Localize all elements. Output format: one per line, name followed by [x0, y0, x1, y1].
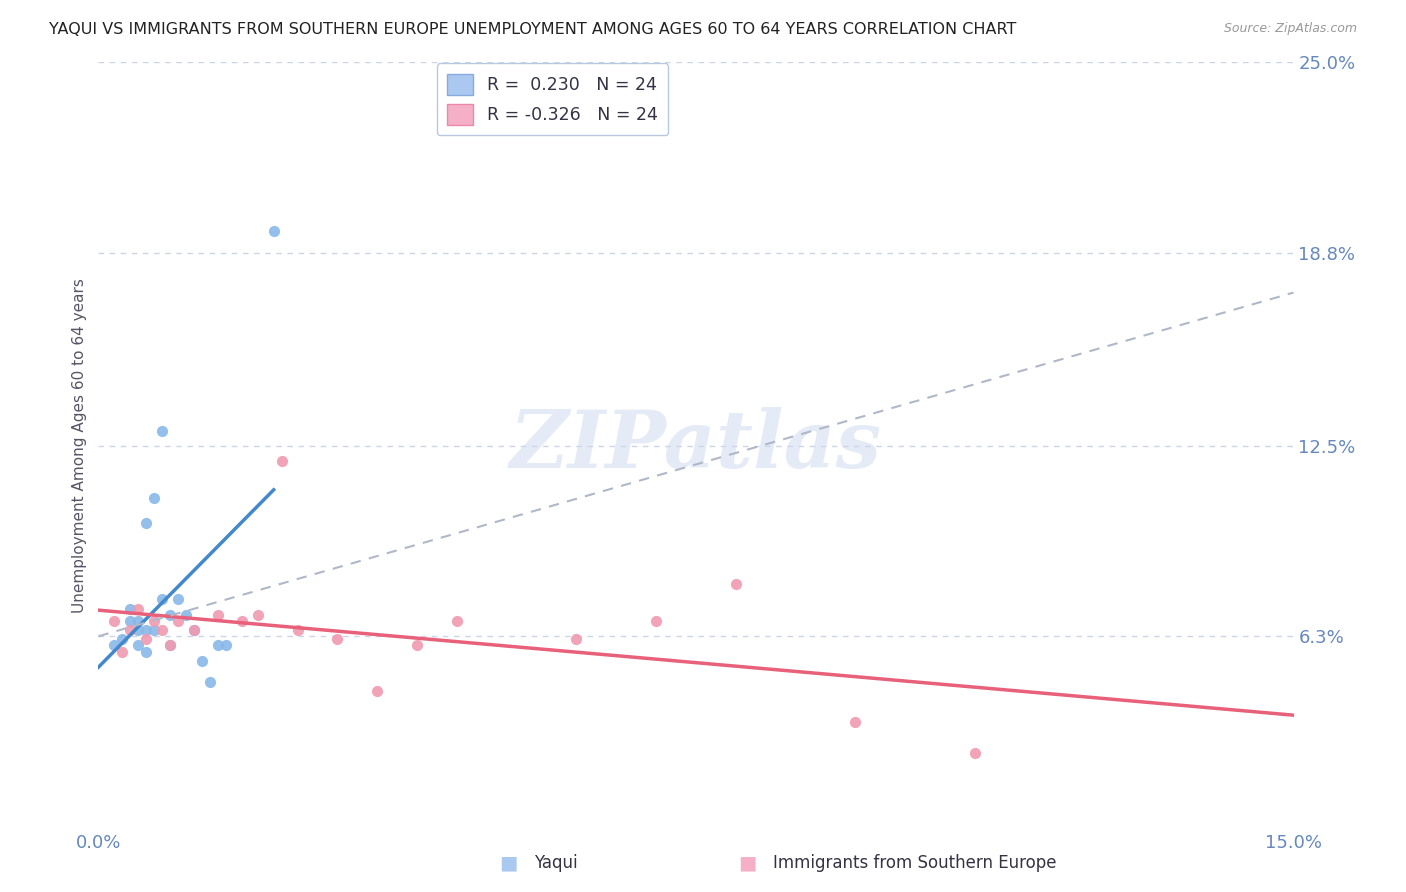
Point — [150, 623, 173, 637]
Point — [326, 632, 349, 647]
Point — [120, 623, 142, 637]
Point — [150, 424, 173, 438]
Point — [135, 632, 157, 647]
Point — [167, 592, 190, 607]
Point — [127, 639, 149, 653]
Point — [645, 614, 668, 628]
Point — [724, 577, 747, 591]
Text: ■: ■ — [738, 854, 756, 872]
Point — [270, 454, 292, 468]
Point — [111, 632, 134, 647]
Legend: R =  0.230   N = 24, R = -0.326   N = 24: R = 0.230 N = 24, R = -0.326 N = 24 — [437, 63, 668, 136]
Point — [963, 746, 986, 760]
Point — [127, 601, 149, 615]
Point — [120, 601, 142, 615]
Point — [207, 607, 229, 622]
Point — [263, 224, 285, 238]
Point — [231, 614, 253, 628]
Point — [159, 607, 181, 622]
Point — [207, 639, 229, 653]
Text: Yaqui: Yaqui — [534, 855, 578, 872]
Point — [159, 639, 181, 653]
Point — [406, 639, 429, 653]
Point — [120, 614, 142, 628]
Point — [287, 623, 309, 637]
Point — [111, 644, 134, 658]
Point — [135, 623, 157, 637]
Point — [565, 632, 588, 647]
Point — [143, 491, 166, 505]
Point — [127, 623, 149, 637]
Point — [143, 614, 166, 628]
Text: ■: ■ — [499, 854, 517, 872]
Point — [183, 623, 205, 637]
Text: YAQUI VS IMMIGRANTS FROM SOUTHERN EUROPE UNEMPLOYMENT AMONG AGES 60 TO 64 YEARS : YAQUI VS IMMIGRANTS FROM SOUTHERN EUROPE… — [49, 22, 1017, 37]
Point — [191, 654, 214, 668]
Point — [215, 639, 238, 653]
Point — [844, 715, 866, 730]
Point — [174, 607, 197, 622]
Point — [103, 614, 125, 628]
Point — [246, 607, 269, 622]
Point — [167, 614, 190, 628]
Point — [135, 516, 157, 530]
Text: ZIPatlas: ZIPatlas — [510, 408, 882, 484]
Point — [198, 675, 221, 690]
Point — [366, 684, 388, 698]
Point — [183, 623, 205, 637]
Point — [127, 614, 149, 628]
Y-axis label: Unemployment Among Ages 60 to 64 years: Unemployment Among Ages 60 to 64 years — [72, 278, 87, 614]
Text: Immigrants from Southern Europe: Immigrants from Southern Europe — [773, 855, 1057, 872]
Point — [135, 644, 157, 658]
Text: Source: ZipAtlas.com: Source: ZipAtlas.com — [1223, 22, 1357, 36]
Point — [143, 623, 166, 637]
Point — [150, 592, 173, 607]
Point — [159, 639, 181, 653]
Point — [446, 614, 468, 628]
Point — [103, 639, 125, 653]
